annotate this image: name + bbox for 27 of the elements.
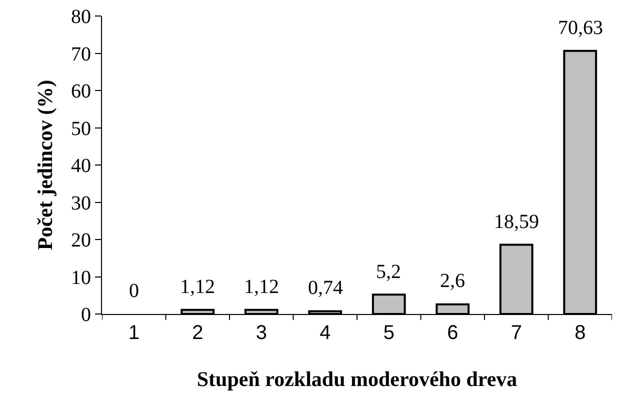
- data-label: 0: [129, 280, 139, 302]
- data-label: 70,63: [558, 17, 603, 39]
- data-label: 1,12: [180, 276, 215, 298]
- y-tick-label: 80: [71, 6, 91, 28]
- y-tick-label: 70: [71, 43, 91, 66]
- data-label: 5,2: [376, 261, 401, 283]
- y-tick-label: 10: [71, 266, 91, 289]
- x-tick-label: 8: [574, 322, 586, 344]
- y-tick-label: 40: [71, 155, 91, 177]
- x-tick-label: 6: [447, 322, 458, 344]
- y-axis-title: Počet jedincov (%): [33, 80, 58, 250]
- x-axis-title: Stupeň rozkladu moderového dreva: [196, 367, 518, 392]
- data-label: 1,12: [244, 276, 279, 298]
- x-tick-label: 7: [510, 322, 522, 344]
- y-tick-label: 20: [71, 230, 91, 252]
- x-tick-label: 5: [383, 322, 394, 344]
- data-label: 0,74: [308, 277, 343, 299]
- x-tick-label: 3: [256, 322, 267, 344]
- x-tick-label: 2: [192, 322, 204, 344]
- y-tick-label: 50: [71, 118, 91, 140]
- x-tick-label: 1: [128, 322, 140, 344]
- data-label: 2,6: [440, 270, 465, 292]
- x-tick-label: 4: [320, 322, 331, 344]
- y-tick-label: 30: [71, 192, 91, 214]
- y-tick-label: 60: [71, 80, 91, 102]
- y-tick-label: 0: [81, 304, 91, 326]
- data-label: 18,59: [494, 211, 539, 233]
